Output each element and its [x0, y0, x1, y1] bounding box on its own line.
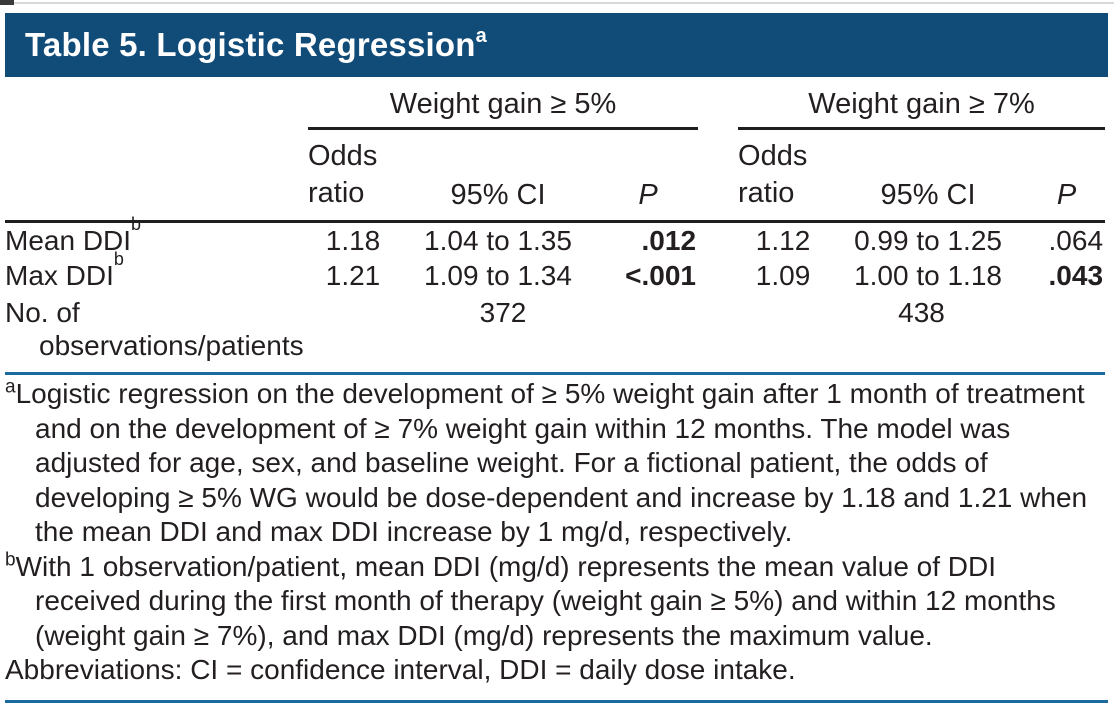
p-value: .064 [1048, 225, 1104, 256]
odds-ratio-value: 1.21 [325, 260, 381, 291]
spacer-cell [698, 86, 738, 129]
abbreviations-line: Abbreviations: CI = confidence interval,… [5, 654, 796, 685]
p-value: .012 [641, 225, 697, 256]
spacer-cell [698, 293, 738, 374]
row-footnote-marker: b [113, 248, 124, 269]
col-header-ci-wg7: 95% CI [828, 128, 1029, 223]
col-header-odds-ratio-wg5: Odds ratio [308, 128, 398, 223]
odds-ratio-value: 1.09 [755, 260, 811, 291]
row-label: Mean DDIb [5, 213, 142, 256]
spacer-cell [698, 128, 739, 223]
odds-ratio-value: 1.18 [325, 225, 381, 256]
footnotes-section: aLogistic regression on the development … [5, 377, 1107, 688]
ci-value: 1.09 to 1.34 [424, 260, 572, 291]
group-header-wg5: Weight gain ≥ 5% [308, 86, 699, 130]
col-header-p-wg5: P [598, 128, 699, 223]
row-label: No. of observations/patients [5, 297, 304, 361]
ci-value: 1.04 to 1.35 [424, 225, 572, 256]
page-edge-line [0, 2, 1114, 4]
ci-value: 0.99 to 1.25 [854, 225, 1002, 256]
footnote-b: bWith 1 observation/patient, mean DDI (m… [5, 550, 1107, 654]
footnote-a-marker: a [5, 376, 16, 398]
ci-value: 1.00 to 1.18 [854, 260, 1002, 291]
table-row-mean-ddi: Mean DDIb 1.18 1.04 to 1.35 .012 1.12 0.… [5, 213, 1105, 259]
spacer-cell [5, 86, 308, 129]
table-row-max-ddi: Max DDIb 1.21 1.09 to 1.34 <.001 1.09 1.… [5, 248, 1105, 293]
table-body: Weight gain ≥ 5% Weight gain ≥ 7% Odds ra… [5, 86, 1109, 375]
spacer-cell [698, 258, 738, 293]
table-title-bar: Table 5. Logistic Regressiona [5, 13, 1108, 77]
spacer-cell [698, 222, 738, 259]
logistic-regression-table: Weight gain ≥ 5% Weight gain ≥ 7% Odds ra… [5, 86, 1106, 375]
col-header-odds-ratio-wg7: Odds ratio [738, 128, 829, 223]
observations-count-wg5: 372 [479, 297, 527, 328]
col-header-p-wg7: P [1028, 128, 1106, 223]
footnote-a-text: Logistic regression on the development o… [15, 378, 1088, 547]
footnote-b-marker: b [5, 549, 16, 571]
p-value: .043 [1048, 260, 1104, 291]
group-header-wg7: Weight gain ≥ 7% [738, 86, 1106, 130]
table-title: Table 5. Logistic Regressiona [5, 13, 1108, 77]
row-footnote-marker: b [131, 213, 142, 234]
page-edge-mark [0, 0, 14, 5]
bottom-rule [5, 700, 1108, 703]
observations-count-wg7: 438 [898, 297, 945, 328]
row-label: Max DDIb [5, 248, 124, 291]
p-value: <.001 [625, 260, 697, 291]
title-footnote-marker: a [475, 25, 487, 47]
table-title-text: Table 5. Logistic Regression [25, 26, 476, 63]
col-header-ci-wg5: 95% CI [398, 128, 598, 223]
spacer-cell [5, 128, 308, 223]
table-row-observations: No. of observations/patients 372 438 [5, 293, 1105, 374]
footnote-b-text: With 1 observation/patient, mean DDI (mg… [15, 550, 1056, 651]
sub-header-row: Odds ratio 95% CI P Odds ratio 95% CI P [5, 128, 1106, 223]
footnote-a: aLogistic regression on the development … [5, 377, 1107, 550]
group-header-row: Weight gain ≥ 5% Weight gain ≥ 7% [5, 86, 1106, 130]
odds-ratio-value: 1.12 [755, 225, 811, 256]
